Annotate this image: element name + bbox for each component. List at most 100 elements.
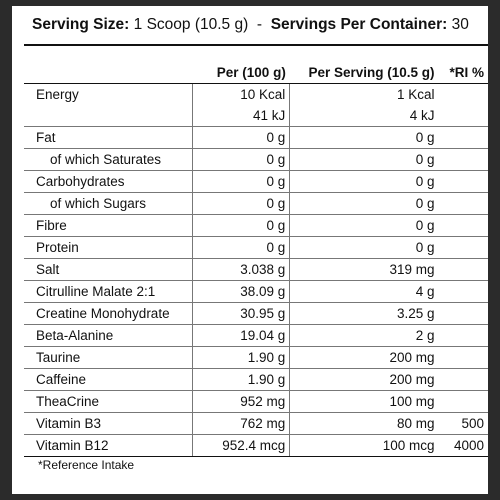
servings-per-container-label: Servings Per Container: <box>270 16 448 33</box>
cell-ri <box>438 280 488 303</box>
cell-per-serving: 4 kJ <box>409 108 435 123</box>
cell-per-serving: 80 mg <box>289 412 439 435</box>
cell-per-100g: 1.90 g <box>192 368 291 391</box>
header-divider <box>24 44 488 46</box>
cell-per-serving: 100 mg <box>289 390 439 413</box>
cell-per-serving: 200 mg <box>289 368 439 391</box>
cell-per-serving: 319 mg <box>289 258 439 281</box>
cell-per-100g: 30.95 g <box>192 302 291 325</box>
table-row: Salt 3.038 g 319 mg <box>24 258 488 281</box>
col-header-nutrient <box>24 62 193 84</box>
cell-ri <box>438 170 488 193</box>
serving-info: Serving Size: 1 Scoop (10.5 g) - Serving… <box>32 16 469 34</box>
cell-per-serving: 0 g <box>289 214 439 237</box>
col-header-per-100g: Per (100 g) <box>192 62 290 84</box>
cell-per-serving: 1 Kcal <box>289 83 439 105</box>
cell-per-100g: 762 mg <box>192 412 291 435</box>
cell-nutrient: Citrulline Malate 2:1 <box>24 280 193 303</box>
cell-ri <box>438 83 488 105</box>
serving-size-label: Serving Size: <box>32 16 130 33</box>
cell-nutrient: Creatine Monohydrate <box>24 302 193 325</box>
col-header-ri: *RI % <box>438 62 488 84</box>
cell-per-serving: 3.25 g <box>289 302 439 325</box>
cell-per-100g: 0 g <box>192 126 291 149</box>
serving-separator: - <box>256 16 263 33</box>
cell-ri <box>438 368 488 391</box>
table-row: 41 kJ 4 kJ <box>24 105 488 127</box>
cell-ri <box>438 346 488 369</box>
cell-nutrient: TheaCrine <box>24 390 193 413</box>
table-header-row: Per (100 g) Per Serving (10.5 g) *RI % <box>24 62 488 84</box>
table-row: Taurine 1.90 g 200 mg <box>24 346 488 369</box>
cell-nutrient: Carbohydrates <box>24 170 193 193</box>
cell-ri <box>438 390 488 413</box>
nutrition-table: Per (100 g) Per Serving (10.5 g) *RI % E… <box>24 62 488 457</box>
cell-per-serving: 0 g <box>289 170 439 193</box>
table-row: Vitamin B3 762 mg 80 mg 500 <box>24 412 488 435</box>
cell-per-serving: 0 g <box>289 126 439 149</box>
nutrition-label: Serving Size: 1 Scoop (10.5 g) - Serving… <box>12 6 488 494</box>
cell-per-100g: 952 mg <box>192 390 291 413</box>
cell-nutrient: Taurine <box>24 346 193 369</box>
cell-nutrient: Beta-Alanine <box>24 324 193 347</box>
cell-ri <box>439 105 488 127</box>
cell-per-100g: 38.09 g <box>192 280 291 303</box>
cell-per-serving: 100 mcg <box>289 434 439 457</box>
cell-per-100g: 952.4 mcg <box>192 434 291 457</box>
cell-per-100g: 0 g <box>192 170 291 193</box>
cell-ri <box>438 302 488 325</box>
cell-per-100g: 0 g <box>192 192 291 215</box>
cell-ri <box>438 324 488 347</box>
cell-ri <box>438 126 488 149</box>
cell-ri <box>438 192 488 215</box>
cell-per-serving: 2 g <box>289 324 439 347</box>
cell-nutrient: Energy <box>24 83 193 105</box>
cell-per-serving: 0 g <box>289 192 439 215</box>
cell-per-100g: 0 g <box>192 236 291 259</box>
cell-ri <box>438 148 488 171</box>
footnote: *Reference Intake <box>38 458 135 472</box>
col-header-per-serving: Per Serving (10.5 g) <box>289 62 439 84</box>
cell-per-100g: 0 g <box>192 148 291 171</box>
cell-nutrient <box>24 105 193 127</box>
cell-ri <box>438 214 488 237</box>
cell-nutrient: Fat <box>24 126 193 149</box>
cell-per-100g: 0 g <box>192 214 291 237</box>
cell-nutrient: Protein <box>24 236 193 259</box>
table-row: Caffeine 1.90 g 200 mg <box>24 368 488 391</box>
cell-nutrient: of which Sugars <box>24 192 193 215</box>
cell-ri <box>438 236 488 259</box>
table-row: Creatine Monohydrate 30.95 g 3.25 g <box>24 302 488 325</box>
cell-ri: 4000 <box>438 434 488 457</box>
servings-per-container-value: 30 <box>451 16 469 33</box>
cell-per-100g: 10 Kcal <box>192 83 291 105</box>
cell-per-serving: 200 mg <box>289 346 439 369</box>
cell-per-serving: 0 g <box>289 148 439 171</box>
cell-nutrient: Vitamin B3 <box>24 412 193 435</box>
cell-per-serving: 0 g <box>289 236 439 259</box>
cell-per-serving: 4 g <box>289 280 439 303</box>
cell-nutrient: of which Saturates <box>24 148 193 171</box>
cell-per-100g: 1.90 g <box>192 346 291 369</box>
cell-nutrient: Fibre <box>24 214 193 237</box>
cell-per-100g: 41 kJ <box>192 105 291 127</box>
cell-nutrient: Salt <box>24 258 193 281</box>
table-row: TheaCrine 952 mg 100 mg <box>24 390 488 413</box>
cell-ri: 500 <box>438 412 488 435</box>
serving-size-value: 1 Scoop (10.5 g) <box>133 16 249 33</box>
cell-ri <box>438 258 488 281</box>
cell-nutrient: Vitamin B12 <box>24 434 193 457</box>
table-row: Energy 10 Kcal 1 Kcal <box>24 83 488 105</box>
cell-per-100g: 3.038 g <box>192 258 291 281</box>
cell-nutrient: Caffeine <box>24 368 193 391</box>
table-row: Vitamin B12 952.4 mcg 100 mcg 4000 <box>24 434 488 457</box>
